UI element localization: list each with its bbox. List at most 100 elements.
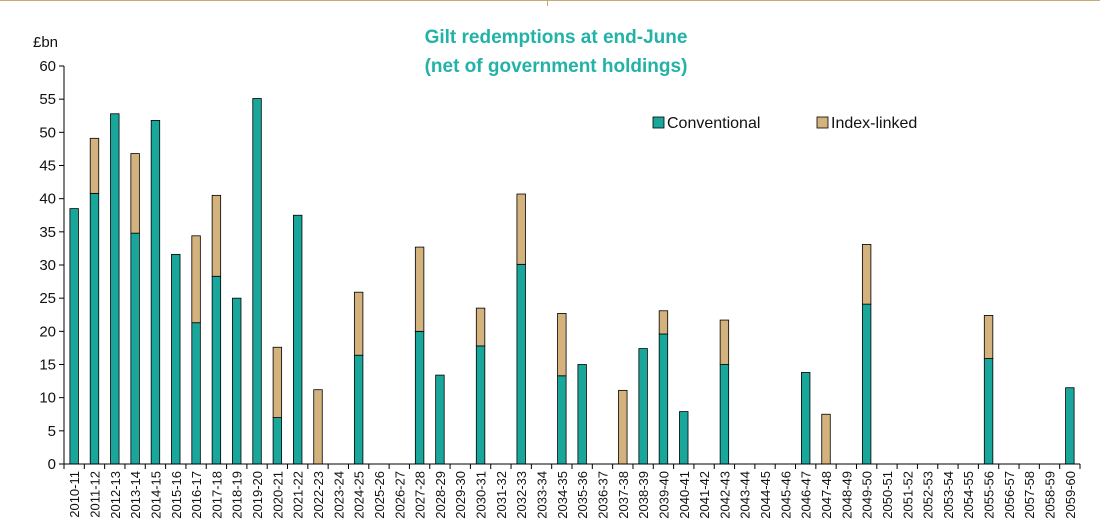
bar-conventional-2027-28	[414, 330, 425, 465]
bar-index-linked-2013-14	[130, 153, 140, 234]
bar-conventional-2059-60	[1065, 387, 1075, 465]
bar-index-linked-2016-17	[191, 235, 201, 324]
x-tick-label: 2046-47	[799, 471, 814, 519]
y-tick-label: 60	[39, 58, 56, 75]
x-tick-label: 2042-43	[717, 471, 732, 519]
x-tick-label: 2018-19	[230, 471, 245, 519]
x-tick-label: 2041-42	[697, 471, 712, 519]
bar-index-linked-2032-33	[516, 193, 526, 265]
x-tick-label: 2033-34	[535, 471, 550, 519]
y-tick-label: 10	[39, 390, 56, 407]
x-tick-label: 2049-50	[860, 471, 875, 519]
legend-swatch-index-linked	[816, 116, 829, 129]
legend-label-conventional: Conventional	[667, 115, 760, 132]
bar-index-linked-2049-50	[861, 244, 872, 305]
y-tick-label: 40	[39, 191, 56, 208]
bar-conventional-2028-29	[435, 374, 445, 465]
bar-conventional-2016-17	[191, 322, 201, 465]
bar-conventional-2035-36	[577, 364, 587, 465]
x-tick-label: 2015-16	[169, 471, 184, 519]
bar-conventional-2046-47	[801, 372, 811, 465]
bar-index-linked-2047-48	[821, 413, 831, 465]
x-tick-label: 2037-38	[616, 471, 631, 519]
bar-index-linked-2034-35	[557, 313, 567, 377]
y-tick-label: 30	[39, 257, 56, 274]
x-tick-label: 2051-52	[900, 471, 915, 519]
legend-swatch-conventional	[652, 116, 665, 129]
x-tick-label: 2047-48	[819, 471, 834, 519]
bar-index-linked-2022-23	[313, 389, 323, 465]
legend: Conventional Index-linked	[652, 115, 917, 132]
x-tick-label: 2017-18	[209, 471, 224, 519]
x-axis: 2010-11 2011-12 2012-13 2013-14 2014-15 2015-…	[63, 464, 1081, 519]
bar-conventional-2049-50	[861, 303, 872, 465]
y-tick-label: 5	[48, 423, 56, 440]
chart-subtitle: (net of government holdings)	[425, 56, 688, 77]
x-tick-label: 2020-21	[270, 471, 285, 519]
bar-conventional-2024-25	[353, 354, 364, 465]
y-axis-label: £bn	[33, 34, 58, 51]
bar-conventional-2019-20	[252, 98, 262, 465]
bar-index-linked-2027-28	[414, 246, 425, 332]
bar-conventional-2040-41	[679, 411, 689, 465]
x-tick-label: 2053-54	[941, 471, 956, 519]
y-axis: 0 5 10 15 20 25 30 35 40 45 50 55 60	[39, 58, 64, 473]
x-tick-label: 2052-53	[921, 471, 936, 519]
frame-divider	[547, 0, 548, 6]
x-tick-label: 2043-44	[738, 471, 753, 519]
x-tick-label: 2030-31	[474, 471, 489, 519]
x-tick-label: 2040-41	[677, 471, 692, 519]
bar-index-linked-2011-12	[89, 137, 100, 194]
x-tick-label: 2039-40	[656, 471, 671, 519]
x-tick-label: 2014-15	[148, 471, 163, 519]
x-tick-label: 2034-35	[555, 471, 570, 519]
x-tick-label: 2054-55	[961, 471, 976, 519]
y-tick-label: 45	[39, 158, 56, 175]
x-tick-label: 2048-49	[839, 471, 854, 519]
x-tick-label: 2028-29	[433, 471, 448, 519]
x-tick-label: 2057-58	[1022, 471, 1037, 519]
y-tick-label: 20	[39, 323, 56, 340]
y-tick-label: 50	[39, 124, 56, 141]
x-tick-label: 2026-27	[392, 471, 407, 519]
x-tick-label: 2045-46	[778, 471, 793, 519]
bar-conventional-2034-35	[557, 375, 567, 465]
bar-conventional-2055-56	[983, 358, 994, 465]
bar-index-linked-2039-40	[658, 310, 669, 335]
x-tick-label: 2035-36	[575, 471, 590, 519]
bar-conventional-2039-40	[658, 333, 669, 465]
bar-index-linked-2055-56	[983, 315, 994, 359]
bar-index-linked-2030-31	[475, 307, 486, 347]
legend-label-index-linked: Index-linked	[831, 115, 917, 132]
x-tick-label: 2027-28	[413, 471, 428, 519]
bar-index-linked-2042-43	[719, 319, 730, 365]
bar-conventional-2018-19	[232, 297, 242, 465]
x-tick-label: 2058-59	[1043, 471, 1058, 519]
bar-conventional-2030-31	[475, 345, 486, 465]
x-tick-label: 2010-11	[67, 471, 82, 518]
x-tick-label: 2036-37	[595, 471, 610, 519]
x-tick-label: 2059-60	[1063, 471, 1078, 519]
bar-index-linked-2020-21	[272, 346, 283, 418]
x-tick-label: 2031-32	[494, 471, 509, 519]
x-tick-label: 2056-57	[1002, 471, 1017, 519]
frame-top-border	[0, 0, 1100, 7]
bar-conventional-2010-11	[69, 208, 79, 465]
x-tick-label: 2019-20	[250, 471, 265, 519]
bars	[69, 98, 1075, 465]
x-tick-label: 2022-23	[311, 471, 326, 519]
bar-conventional-2012-13	[110, 113, 120, 465]
bar-conventional-2042-43	[719, 364, 730, 465]
x-tick-label: 2021-22	[291, 471, 306, 519]
bar-index-linked-2017-18	[211, 194, 222, 277]
bar-conventional-2017-18	[211, 275, 222, 465]
x-tick-label: 2038-39	[636, 471, 651, 519]
x-tick-label: 2024-25	[352, 471, 367, 519]
y-tick-label: 0	[48, 456, 56, 473]
axis-lines	[63, 66, 1080, 465]
bar-conventional-2014-15	[150, 119, 161, 465]
x-tick-label: 2044-45	[758, 471, 773, 519]
chart-title: Gilt redemptions at end-June	[425, 27, 688, 48]
x-tick-label: 2013-14	[128, 471, 143, 519]
